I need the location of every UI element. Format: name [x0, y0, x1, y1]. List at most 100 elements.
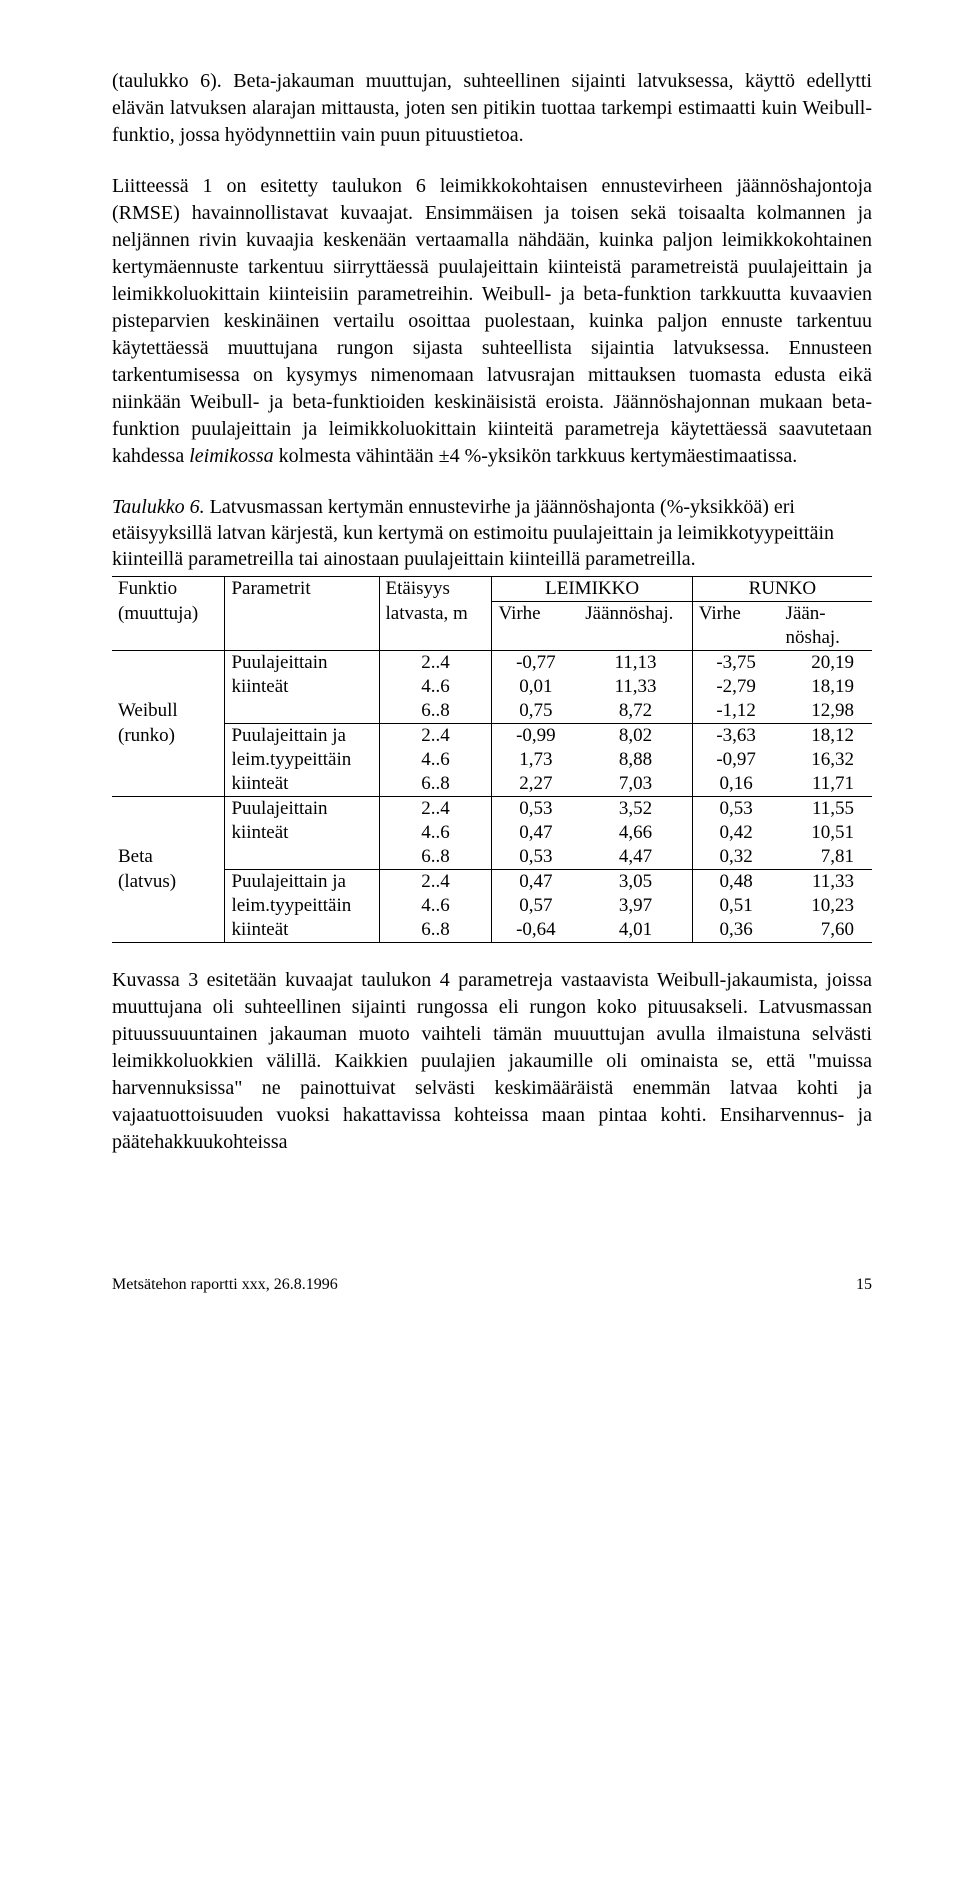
lj-cell: 7,03: [579, 772, 692, 797]
table-header-row-2: (muuttuja) latvasta, m Virhe Jäännöshaj.…: [112, 602, 872, 627]
rv-cell: 0,16: [692, 772, 779, 797]
lv-cell: -0,99: [492, 724, 579, 749]
rj-cell: 10,23: [780, 894, 872, 918]
rj-cell: 16,32: [780, 748, 872, 772]
hdr-parametrit: Parametrit: [225, 577, 379, 602]
hdr-funktio: Funktio: [112, 577, 225, 602]
table-row: kiinteät 4..6 0,01 11,33 -2,79 18,19: [112, 675, 872, 699]
param-cell: [225, 699, 379, 724]
param-cell: Puulajeittain ja: [225, 724, 379, 749]
table-row: kiinteät 4..6 0,47 4,66 0,42 10,51: [112, 821, 872, 845]
rv-cell: 0,42: [692, 821, 779, 845]
param-cell: leim.tyypeittäin: [225, 748, 379, 772]
lv-cell: -0,64: [492, 918, 579, 943]
lv-cell: 1,73: [492, 748, 579, 772]
footer-left: Metsätehon raportti xxx, 26.8.1996: [112, 1276, 338, 1294]
lv-cell: 0,57: [492, 894, 579, 918]
hdr-etaisyys: Etäisyys: [379, 577, 492, 602]
rv-cell: 0,53: [692, 797, 779, 822]
et-cell: 6..8: [379, 918, 492, 943]
table-row: Puulajeittain 2..4 -0,77 11,13 -3,75 20,…: [112, 651, 872, 676]
table-header-row-3: nöshaj.: [112, 626, 872, 651]
table-caption: Taulukko 6. Latvusmassan kertymän ennust…: [112, 494, 872, 572]
rj-cell: 7,60: [780, 918, 872, 943]
et-cell: 2..4: [379, 797, 492, 822]
et-cell: 4..6: [379, 821, 492, 845]
lv-cell: -0,77: [492, 651, 579, 676]
rv-cell: -2,79: [692, 675, 779, 699]
table-row: Puulajeittain 2..4 0,53 3,52 0,53 11,55: [112, 797, 872, 822]
hdr-jaannoshaj-1: Jäännöshaj.: [579, 602, 692, 627]
funktio-cell: Beta: [112, 845, 225, 870]
lj-cell: 11,13: [579, 651, 692, 676]
table-row: Beta 6..8 0,53 4,47 0,32 7,81: [112, 845, 872, 870]
paragraph-2b-italic: leimikossa: [189, 445, 273, 467]
rj-cell: 11,71: [780, 772, 872, 797]
rj-cell: 18,12: [780, 724, 872, 749]
table-row: kiinteät 6..8 2,27 7,03 0,16 11,71: [112, 772, 872, 797]
et-cell: 2..4: [379, 651, 492, 676]
page-footer: Metsätehon raportti xxx, 26.8.1996 15: [112, 1276, 872, 1294]
rj-cell: 20,19: [780, 651, 872, 676]
rv-cell: -3,63: [692, 724, 779, 749]
rv-cell: -0,97: [692, 748, 779, 772]
et-cell: 6..8: [379, 845, 492, 870]
rv-cell: 0,51: [692, 894, 779, 918]
param-cell: Puulajeittain: [225, 797, 379, 822]
hdr-jaan: Jään-: [780, 602, 872, 627]
funktio-cell: (runko): [112, 724, 225, 749]
lj-cell: 4,47: [579, 845, 692, 870]
lj-cell: 8,88: [579, 748, 692, 772]
et-cell: 4..6: [379, 675, 492, 699]
param-cell: kiinteät: [225, 918, 379, 943]
funktio-cell: Weibull: [112, 699, 225, 724]
et-cell: 2..4: [379, 870, 492, 895]
hdr-runko: RUNKO: [692, 577, 872, 602]
rv-cell: 0,32: [692, 845, 779, 870]
rj-cell: 11,33: [780, 870, 872, 895]
rv-cell: 0,36: [692, 918, 779, 943]
paragraph-3: Kuvassa 3 esitetään kuvaajat taulukon 4 …: [112, 967, 872, 1156]
paragraph-1: (taulukko 6). Beta-jakauman muuttujan, s…: [112, 68, 872, 149]
data-table: Funktio Parametrit Etäisyys LEIMIKKO RUN…: [112, 576, 872, 943]
lv-cell: 0,01: [492, 675, 579, 699]
paragraph-2: Liitteessä 1 on esitetty taulukon 6 leim…: [112, 173, 872, 470]
lv-cell: 0,75: [492, 699, 579, 724]
lj-cell: 3,05: [579, 870, 692, 895]
param-cell: kiinteät: [225, 675, 379, 699]
page-container: (taulukko 6). Beta-jakauman muuttujan, s…: [0, 0, 960, 1342]
et-cell: 6..8: [379, 699, 492, 724]
footer-page-number: 15: [856, 1276, 872, 1294]
hdr-leimikko: LEIMIKKO: [492, 577, 692, 602]
lj-cell: 8,02: [579, 724, 692, 749]
table-row: Weibull 6..8 0,75 8,72 -1,12 12,98: [112, 699, 872, 724]
param-cell: Puulajeittain ja: [225, 870, 379, 895]
et-cell: 6..8: [379, 772, 492, 797]
rj-cell: 12,98: [780, 699, 872, 724]
param-cell: kiinteät: [225, 821, 379, 845]
funktio-cell: (latvus): [112, 870, 225, 895]
table-row: leim.tyypeittäin 4..6 0,57 3,97 0,51 10,…: [112, 894, 872, 918]
table-caption-label: Taulukko 6.: [112, 496, 205, 518]
lj-cell: 11,33: [579, 675, 692, 699]
param-cell: [225, 845, 379, 870]
lj-cell: 3,52: [579, 797, 692, 822]
lj-cell: 4,01: [579, 918, 692, 943]
rj-cell: 11,55: [780, 797, 872, 822]
paragraph-2a: Liitteessä 1 on esitetty taulukon 6 leim…: [112, 175, 872, 467]
table-caption-text: Latvusmassan kertymän ennustevirhe ja jä…: [112, 496, 834, 570]
table-row: (runko) Puulajeittain ja 2..4 -0,99 8,02…: [112, 724, 872, 749]
lv-cell: 0,47: [492, 821, 579, 845]
lv-cell: 0,53: [492, 797, 579, 822]
lv-cell: 0,53: [492, 845, 579, 870]
hdr-virhe-2: Virhe: [692, 602, 779, 627]
rv-cell: -1,12: [692, 699, 779, 724]
param-cell: leim.tyypeittäin: [225, 894, 379, 918]
table-row: (latvus) Puulajeittain ja 2..4 0,47 3,05…: [112, 870, 872, 895]
rj-cell: 10,51: [780, 821, 872, 845]
paragraph-2c: kolmesta vähintään ±4 %-yksikön tarkkuus…: [274, 445, 798, 467]
hdr-muuttuja: (muuttuja): [112, 602, 225, 627]
hdr-noshaj: nöshaj.: [780, 626, 872, 651]
lj-cell: 4,66: [579, 821, 692, 845]
lv-cell: 2,27: [492, 772, 579, 797]
